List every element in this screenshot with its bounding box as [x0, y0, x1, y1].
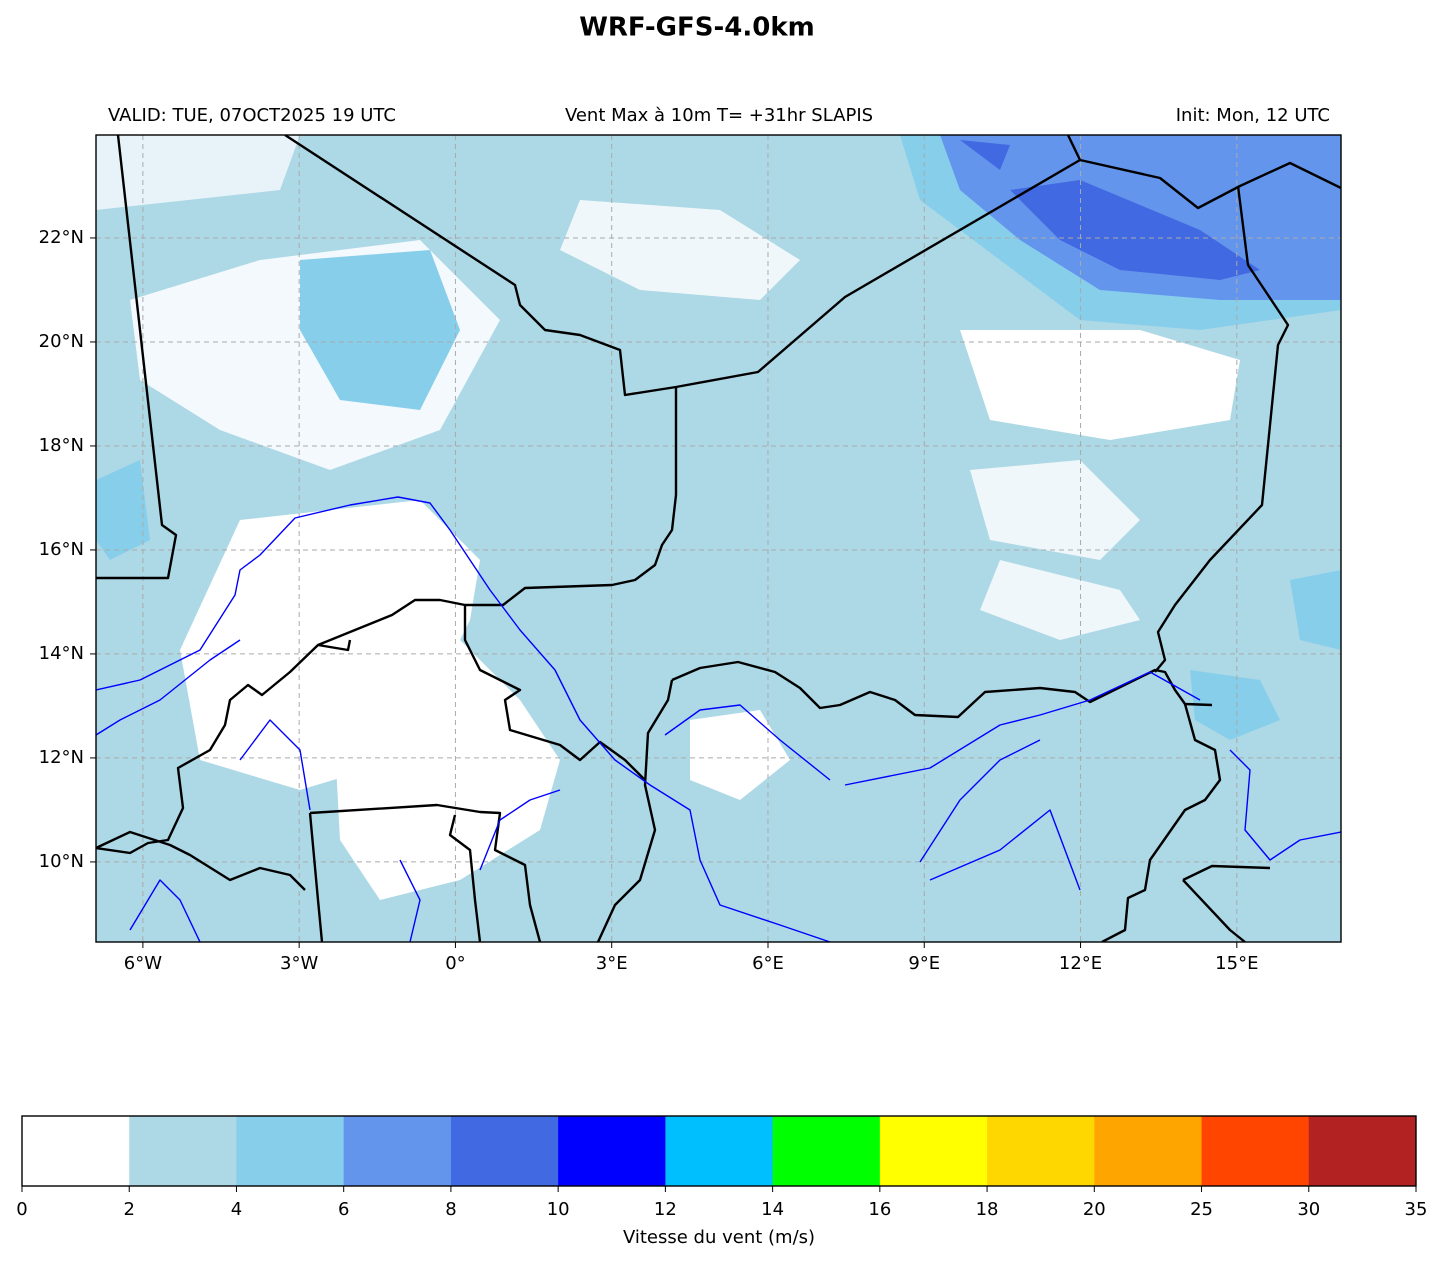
y-tick-label: 12°N [39, 747, 84, 768]
colorbar-tick-label: 4 [231, 1199, 242, 1220]
y-tick-label: 16°N [39, 539, 84, 560]
colorbar-bin [343, 1116, 452, 1186]
x-tick-label: 0° [445, 953, 465, 974]
y-tick-label: 18°N [39, 435, 84, 456]
x-tick-label: 15°E [1215, 953, 1258, 974]
y-tick-label: 10°N [39, 851, 84, 872]
colorbar-bin [772, 1116, 881, 1186]
colorbar [22, 1116, 1417, 1186]
y-tick-label: 22°N [39, 227, 84, 248]
colorbar-tick-label: 0 [16, 1199, 27, 1220]
grid [96, 135, 1341, 942]
colorbar-bin [1308, 1116, 1417, 1186]
colorbar-label: Vitesse du vent (m/s) [623, 1227, 815, 1248]
y-tick-label: 20°N [39, 331, 84, 352]
x-tick-label: 6°W [124, 953, 162, 974]
colorbar-bin [879, 1116, 988, 1186]
colorbar-tick-label: 16 [868, 1199, 891, 1220]
colorbar-tick-label: 30 [1297, 1199, 1320, 1220]
map-frame [95, 134, 1342, 943]
x-tick-label: 12°E [1059, 953, 1102, 974]
colorbar-tick-label: 35 [1405, 1199, 1428, 1220]
colorbar-bin [558, 1116, 666, 1186]
colorbar-bin [987, 1116, 1095, 1186]
colorbar-tick-label: 14 [761, 1199, 784, 1220]
wind-field [96, 135, 1341, 942]
colorbar-tick-label: 8 [445, 1199, 456, 1220]
colorbar-bin [236, 1116, 345, 1186]
colorbar-bin [129, 1116, 237, 1186]
subtitle-right: Init: Mon, 12 UTC [1176, 105, 1330, 126]
rivers [96, 496, 1341, 942]
subtitle-left: VALID: TUE, 07OCT2025 19 UTC [108, 105, 396, 126]
subtitle-center: Vent Max à 10m T= +31hr SLAPIS [565, 105, 873, 126]
colorbar-bin [1201, 1116, 1310, 1186]
colorbar-bin [22, 1116, 130, 1186]
colorbar-frame [21, 1115, 1417, 1187]
colorbar-tick-label: 6 [338, 1199, 349, 1220]
title: WRF-GFS-4.0km [579, 13, 815, 43]
x-tick-label: 3°E [596, 953, 628, 974]
borders [96, 135, 1341, 942]
x-tick-label: 3°W [280, 953, 318, 974]
colorbar-bin [450, 1116, 559, 1186]
colorbar-bin [665, 1116, 774, 1186]
colorbar-tick-label: 10 [547, 1199, 570, 1220]
y-tick-label: 14°N [39, 643, 84, 664]
colorbar-bin [1094, 1116, 1203, 1186]
x-tick-label: 9°E [908, 953, 940, 974]
colorbar-tick-label: 12 [654, 1199, 677, 1220]
colorbar-tick-label: 2 [124, 1199, 135, 1220]
colorbar-tick-label: 20 [1083, 1199, 1106, 1220]
colorbar-tick-label: 18 [976, 1199, 999, 1220]
colorbar-tick-label: 25 [1190, 1199, 1213, 1220]
x-tick-label: 6°E [752, 953, 784, 974]
